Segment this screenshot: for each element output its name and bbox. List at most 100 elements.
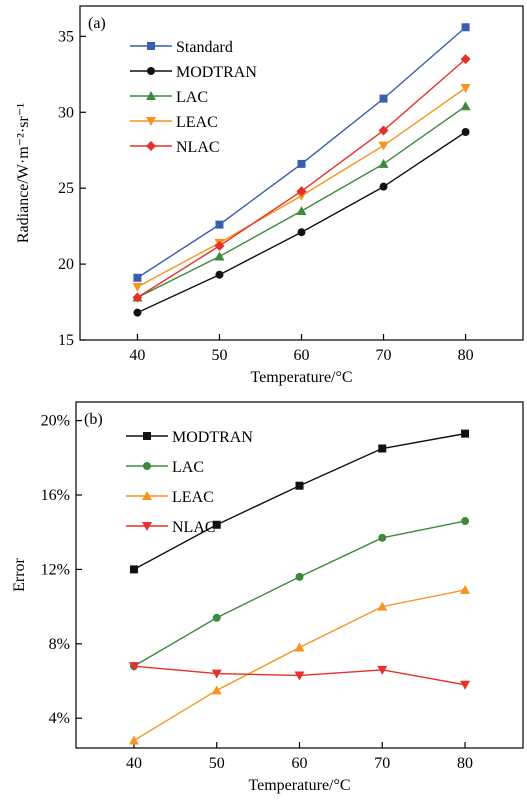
y-axis-title: Radiance/W·m⁻²·sr⁻¹	[15, 103, 32, 243]
legend-label: LEAC	[172, 489, 214, 506]
legend-item: MODTRAN	[126, 429, 253, 446]
legend-label: Standard	[176, 39, 233, 56]
series-line-lac	[137, 105, 466, 299]
y-axis-title: Error	[11, 557, 28, 591]
x-tick-label: 80	[457, 755, 473, 772]
y-tick-label: 8%	[49, 636, 70, 653]
data-point-lac	[460, 101, 471, 111]
data-point-leac	[377, 601, 388, 611]
legend: MODTRAN LAC LEAC NLAC	[126, 429, 253, 536]
data-point-modtran	[378, 444, 387, 453]
data-point-modtran	[212, 520, 221, 529]
series-lac	[129, 517, 470, 671]
series-nlac	[128, 662, 471, 690]
data-point-lac	[214, 251, 225, 261]
legend-item: LEAC	[130, 114, 218, 131]
series-modtran	[129, 429, 470, 574]
legend-item: MODTRAN	[130, 64, 257, 81]
data-point-nlac	[294, 671, 305, 681]
legend-item: LAC	[126, 459, 204, 476]
data-point-standard	[379, 94, 388, 103]
data-point-leac	[211, 685, 222, 695]
data-point-leac	[460, 83, 471, 93]
legend-marker	[147, 67, 155, 75]
data-point-leac	[378, 141, 389, 151]
legend: Standard MODTRAN LAC LEAC NLAC	[130, 39, 257, 156]
legend-item: LEAC	[126, 489, 214, 506]
x-tick-label: 60	[292, 755, 308, 772]
data-point-modtran	[379, 182, 388, 191]
legend-label: MODTRAN	[172, 429, 253, 446]
series-standard	[133, 23, 470, 282]
data-point-nlac	[211, 669, 222, 679]
legend-marker	[142, 522, 152, 531]
x-tick-label: 70	[376, 347, 392, 364]
y-tick-label: 30	[58, 104, 74, 121]
legend-label: LAC	[172, 459, 204, 476]
data-point-lac	[296, 205, 307, 215]
legend-marker	[143, 432, 151, 440]
data-point-standard	[133, 273, 142, 282]
data-point-nlac	[296, 186, 307, 197]
legend-marker	[147, 42, 155, 50]
data-point-nlac	[460, 680, 471, 690]
x-tick-label: 40	[129, 347, 145, 364]
data-point-modtran	[129, 565, 138, 574]
legend-marker	[142, 491, 152, 500]
data-point-nlac	[378, 125, 389, 136]
data-point-lac	[212, 613, 221, 622]
data-point-nlac	[128, 662, 139, 672]
legend-label: LAC	[176, 89, 208, 106]
data-point-nlac	[377, 665, 388, 675]
y-tick-label: 25	[58, 180, 74, 197]
x-axis-title: Temperature/°C	[248, 777, 350, 794]
y-tick-label: 16%	[41, 487, 70, 504]
panel-label: (b)	[84, 411, 103, 428]
data-point-modtran	[297, 228, 306, 237]
legend-item: LAC	[130, 89, 208, 106]
plot-frame	[79, 5, 524, 341]
legend-item: NLAC	[126, 519, 216, 536]
chart-panel-b: (b) 40 50 60 70 80 4% 8% 12% 16% 20% Temperature/°C…	[11, 401, 524, 794]
series-nlac	[132, 54, 471, 303]
legend-label: NLAC	[172, 519, 216, 536]
y-tick-label: 20	[58, 256, 74, 273]
x-tick-label: 60	[294, 347, 310, 364]
data-point-leac	[128, 735, 139, 745]
legend-label: MODTRAN	[176, 64, 257, 81]
x-axis-title: Temperature/°C	[250, 369, 352, 386]
legend-marker	[146, 141, 156, 151]
data-point-leac	[132, 282, 143, 292]
legend-marker	[146, 117, 156, 126]
legend-item: NLAC	[130, 139, 220, 156]
panel-label: (a)	[88, 15, 106, 32]
series-line-leac	[133, 589, 466, 742]
x-tick-label: 50	[211, 347, 227, 364]
data-point-modtran	[133, 308, 142, 317]
x-tick-label: 50	[209, 755, 225, 772]
series-lac	[132, 101, 471, 302]
y-tick-label: 4%	[49, 710, 70, 727]
y-tick-label: 35	[58, 28, 74, 45]
data-point-leac	[296, 191, 307, 201]
legend-marker	[146, 91, 156, 100]
data-point-modtran	[295, 481, 304, 490]
x-tick-label: 70	[374, 755, 390, 772]
data-point-lac	[378, 158, 389, 168]
data-point-lac	[378, 533, 387, 542]
y-tick-label: 12%	[41, 561, 70, 578]
series-modtran	[133, 128, 470, 317]
chart-panel-a: (a) 40 50 60 70 80 15 20 25 30 35 Temperature/°C Rad…	[15, 5, 524, 386]
legend-marker	[143, 462, 151, 470]
y-tick-label: 20%	[41, 413, 70, 430]
data-point-lac	[461, 517, 470, 526]
data-point-modtran	[461, 429, 470, 438]
legend-label: LEAC	[176, 114, 218, 131]
legend-item: Standard	[130, 39, 233, 56]
data-point-nlac	[460, 54, 471, 65]
data-point-standard	[215, 220, 224, 229]
data-point-modtran	[461, 128, 470, 137]
data-point-lac	[295, 572, 304, 581]
series-leac	[128, 584, 471, 745]
